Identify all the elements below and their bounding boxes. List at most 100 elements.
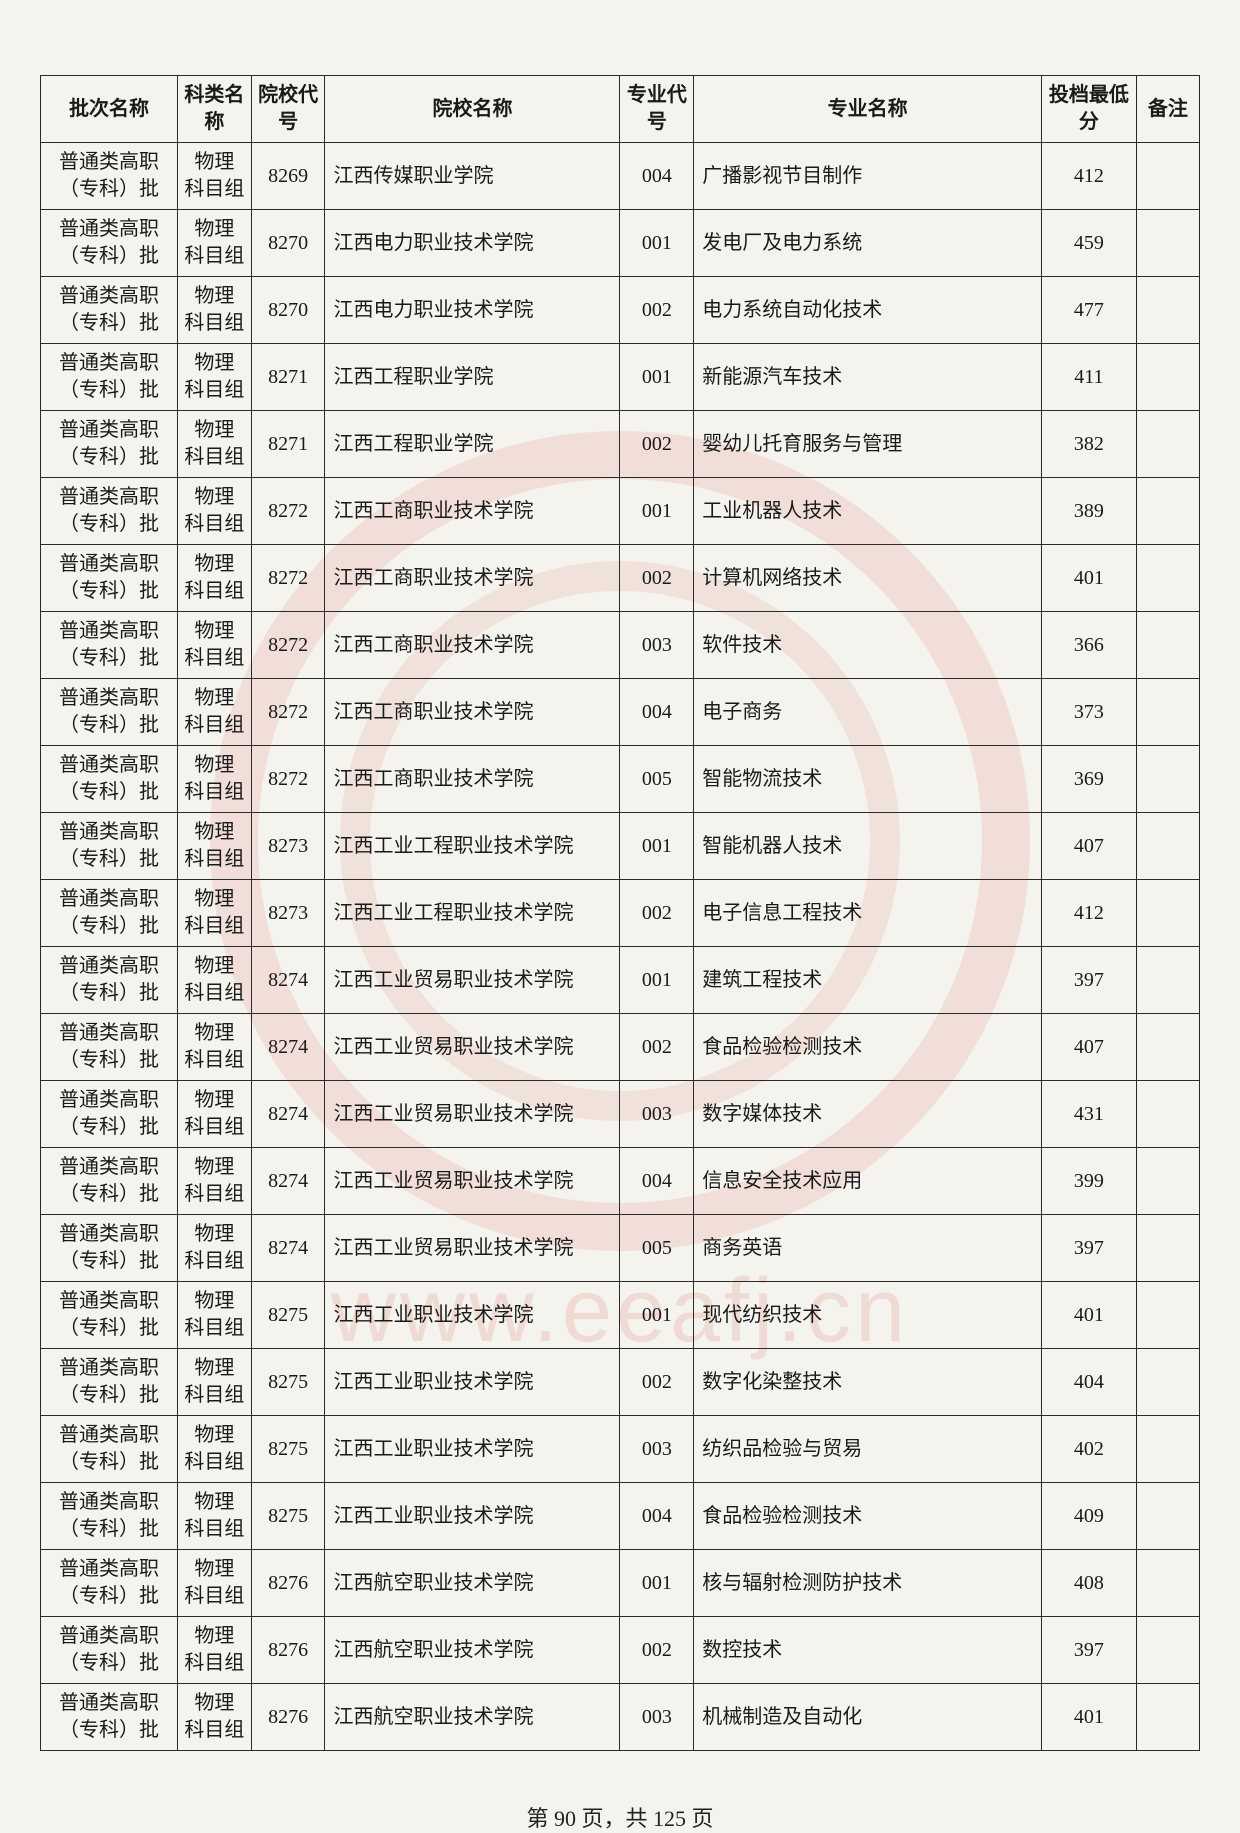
table-cell: 8273: [251, 880, 325, 947]
table-cell: 003: [620, 1081, 694, 1148]
table-cell: 普通类高职（专科）批: [41, 612, 178, 679]
table-cell: [1136, 1483, 1199, 1550]
table-cell: 江西工业贸易职业技术学院: [325, 1081, 620, 1148]
table-cell: 建筑工程技术: [694, 947, 1042, 1014]
table-cell: 普通类高职（专科）批: [41, 1014, 178, 1081]
table-cell: [1136, 478, 1199, 545]
table-cell: 004: [620, 143, 694, 210]
table-cell: 物理科目组: [177, 478, 251, 545]
table-cell: 373: [1041, 679, 1136, 746]
table-cell: 物理科目组: [177, 612, 251, 679]
table-cell: 江西工业贸易职业技术学院: [325, 1148, 620, 1215]
table-cell: 8272: [251, 545, 325, 612]
table-cell: 普通类高职（专科）批: [41, 1617, 178, 1684]
table-header-row: 批次名称 科类名称 院校代号 院校名称 专业代号 专业名称 投档最低分 备注: [41, 76, 1200, 143]
table-row: 普通类高职（专科）批物理科目组8272江西工商职业技术学院003软件技术366: [41, 612, 1200, 679]
table-cell: [1136, 1215, 1199, 1282]
table-cell: [1136, 1148, 1199, 1215]
table-cell: 8271: [251, 344, 325, 411]
table-cell: 江西工业职业技术学院: [325, 1483, 620, 1550]
table-cell: 8272: [251, 746, 325, 813]
table-cell: 普通类高职（专科）批: [41, 344, 178, 411]
table-row: 普通类高职（专科）批物理科目组8276江西航空职业技术学院002数控技术397: [41, 1617, 1200, 1684]
table-cell: 477: [1041, 277, 1136, 344]
table-cell: 8274: [251, 947, 325, 1014]
table-cell: 普通类高职（专科）批: [41, 277, 178, 344]
table-row: 普通类高职（专科）批物理科目组8276江西航空职业技术学院001核与辐射检测防护…: [41, 1550, 1200, 1617]
table-cell: [1136, 813, 1199, 880]
table-cell: [1136, 1617, 1199, 1684]
table-row: 普通类高职（专科）批物理科目组8273江西工业工程职业技术学院001智能机器人技…: [41, 813, 1200, 880]
table-cell: 001: [620, 1550, 694, 1617]
table-cell: 001: [620, 210, 694, 277]
table-cell: 005: [620, 1215, 694, 1282]
table-cell: 纺织品检验与贸易: [694, 1416, 1042, 1483]
table-cell: 412: [1041, 880, 1136, 947]
table-cell: 物理科目组: [177, 1081, 251, 1148]
table-cell: 物理科目组: [177, 1349, 251, 1416]
table-cell: 电力系统自动化技术: [694, 277, 1042, 344]
pager-middle: 页，共: [576, 1806, 653, 1831]
table-cell: 普通类高职（专科）批: [41, 1416, 178, 1483]
table-cell: 普通类高职（专科）批: [41, 1684, 178, 1751]
table-cell: 婴幼儿托育服务与管理: [694, 411, 1042, 478]
table-cell: 412: [1041, 143, 1136, 210]
table-cell: 401: [1041, 545, 1136, 612]
table-cell: 物理科目组: [177, 1282, 251, 1349]
table-cell: [1136, 612, 1199, 679]
table-row: 普通类高职（专科）批物理科目组8274江西工业贸易职业技术学院001建筑工程技术…: [41, 947, 1200, 1014]
table-row: 普通类高职（专科）批物理科目组8272江西工商职业技术学院005智能物流技术36…: [41, 746, 1200, 813]
table-cell: 江西工商职业技术学院: [325, 612, 620, 679]
table-row: 普通类高职（专科）批物理科目组8274江西工业贸易职业技术学院003数字媒体技术…: [41, 1081, 1200, 1148]
table-cell: [1136, 746, 1199, 813]
table-cell: 软件技术: [694, 612, 1042, 679]
table-row: 普通类高职（专科）批物理科目组8274江西工业贸易职业技术学院005商务英语39…: [41, 1215, 1200, 1282]
table-row: 普通类高职（专科）批物理科目组8270江西电力职业技术学院002电力系统自动化技…: [41, 277, 1200, 344]
table-cell: 8275: [251, 1349, 325, 1416]
table-cell: [1136, 1349, 1199, 1416]
table-cell: [1136, 947, 1199, 1014]
table-cell: 江西航空职业技术学院: [325, 1617, 620, 1684]
table-cell: 江西工业职业技术学院: [325, 1349, 620, 1416]
table-cell: [1136, 545, 1199, 612]
table-cell: 003: [620, 612, 694, 679]
col-school-name: 院校名称: [325, 76, 620, 143]
table-cell: 江西工业工程职业技术学院: [325, 880, 620, 947]
pager: 第 90 页，共 125 页: [40, 1801, 1200, 1833]
table-cell: 江西航空职业技术学院: [325, 1684, 620, 1751]
table-cell: 普通类高职（专科）批: [41, 143, 178, 210]
table-row: 普通类高职（专科）批物理科目组8275江西工业职业技术学院004食品检验检测技术…: [41, 1483, 1200, 1550]
table-cell: 8270: [251, 210, 325, 277]
admission-table: 批次名称 科类名称 院校代号 院校名称 专业代号 专业名称 投档最低分 备注 普…: [40, 75, 1200, 1751]
table-cell: 004: [620, 679, 694, 746]
table-cell: 普通类高职（专科）批: [41, 679, 178, 746]
table-cell: 8275: [251, 1416, 325, 1483]
table-cell: 369: [1041, 746, 1136, 813]
table-cell: 8271: [251, 411, 325, 478]
table-cell: [1136, 1282, 1199, 1349]
table-cell: [1136, 880, 1199, 947]
table-row: 普通类高职（专科）批物理科目组8274江西工业贸易职业技术学院004信息安全技术…: [41, 1148, 1200, 1215]
table-cell: 002: [620, 880, 694, 947]
table-row: 普通类高职（专科）批物理科目组8270江西电力职业技术学院001发电厂及电力系统…: [41, 210, 1200, 277]
table-cell: 物理科目组: [177, 1416, 251, 1483]
table-cell: [1136, 1014, 1199, 1081]
table-cell: 8274: [251, 1215, 325, 1282]
table-cell: 数字化染整技术: [694, 1349, 1042, 1416]
table-cell: [1136, 143, 1199, 210]
table-cell: 江西工商职业技术学院: [325, 679, 620, 746]
table-cell: 江西工程职业学院: [325, 411, 620, 478]
table-cell: 江西航空职业技术学院: [325, 1550, 620, 1617]
table-cell: 智能机器人技术: [694, 813, 1042, 880]
table-cell: 物理科目组: [177, 411, 251, 478]
table-row: 普通类高职（专科）批物理科目组8272江西工商职业技术学院001工业机器人技术3…: [41, 478, 1200, 545]
table-cell: 8275: [251, 1483, 325, 1550]
table-cell: 普通类高职（专科）批: [41, 813, 178, 880]
table-cell: 8276: [251, 1684, 325, 1751]
table-cell: 广播影视节目制作: [694, 143, 1042, 210]
table-cell: 江西传媒职业学院: [325, 143, 620, 210]
table-cell: 物理科目组: [177, 210, 251, 277]
table-cell: 8276: [251, 1617, 325, 1684]
table-cell: 005: [620, 746, 694, 813]
table-cell: 江西电力职业技术学院: [325, 210, 620, 277]
